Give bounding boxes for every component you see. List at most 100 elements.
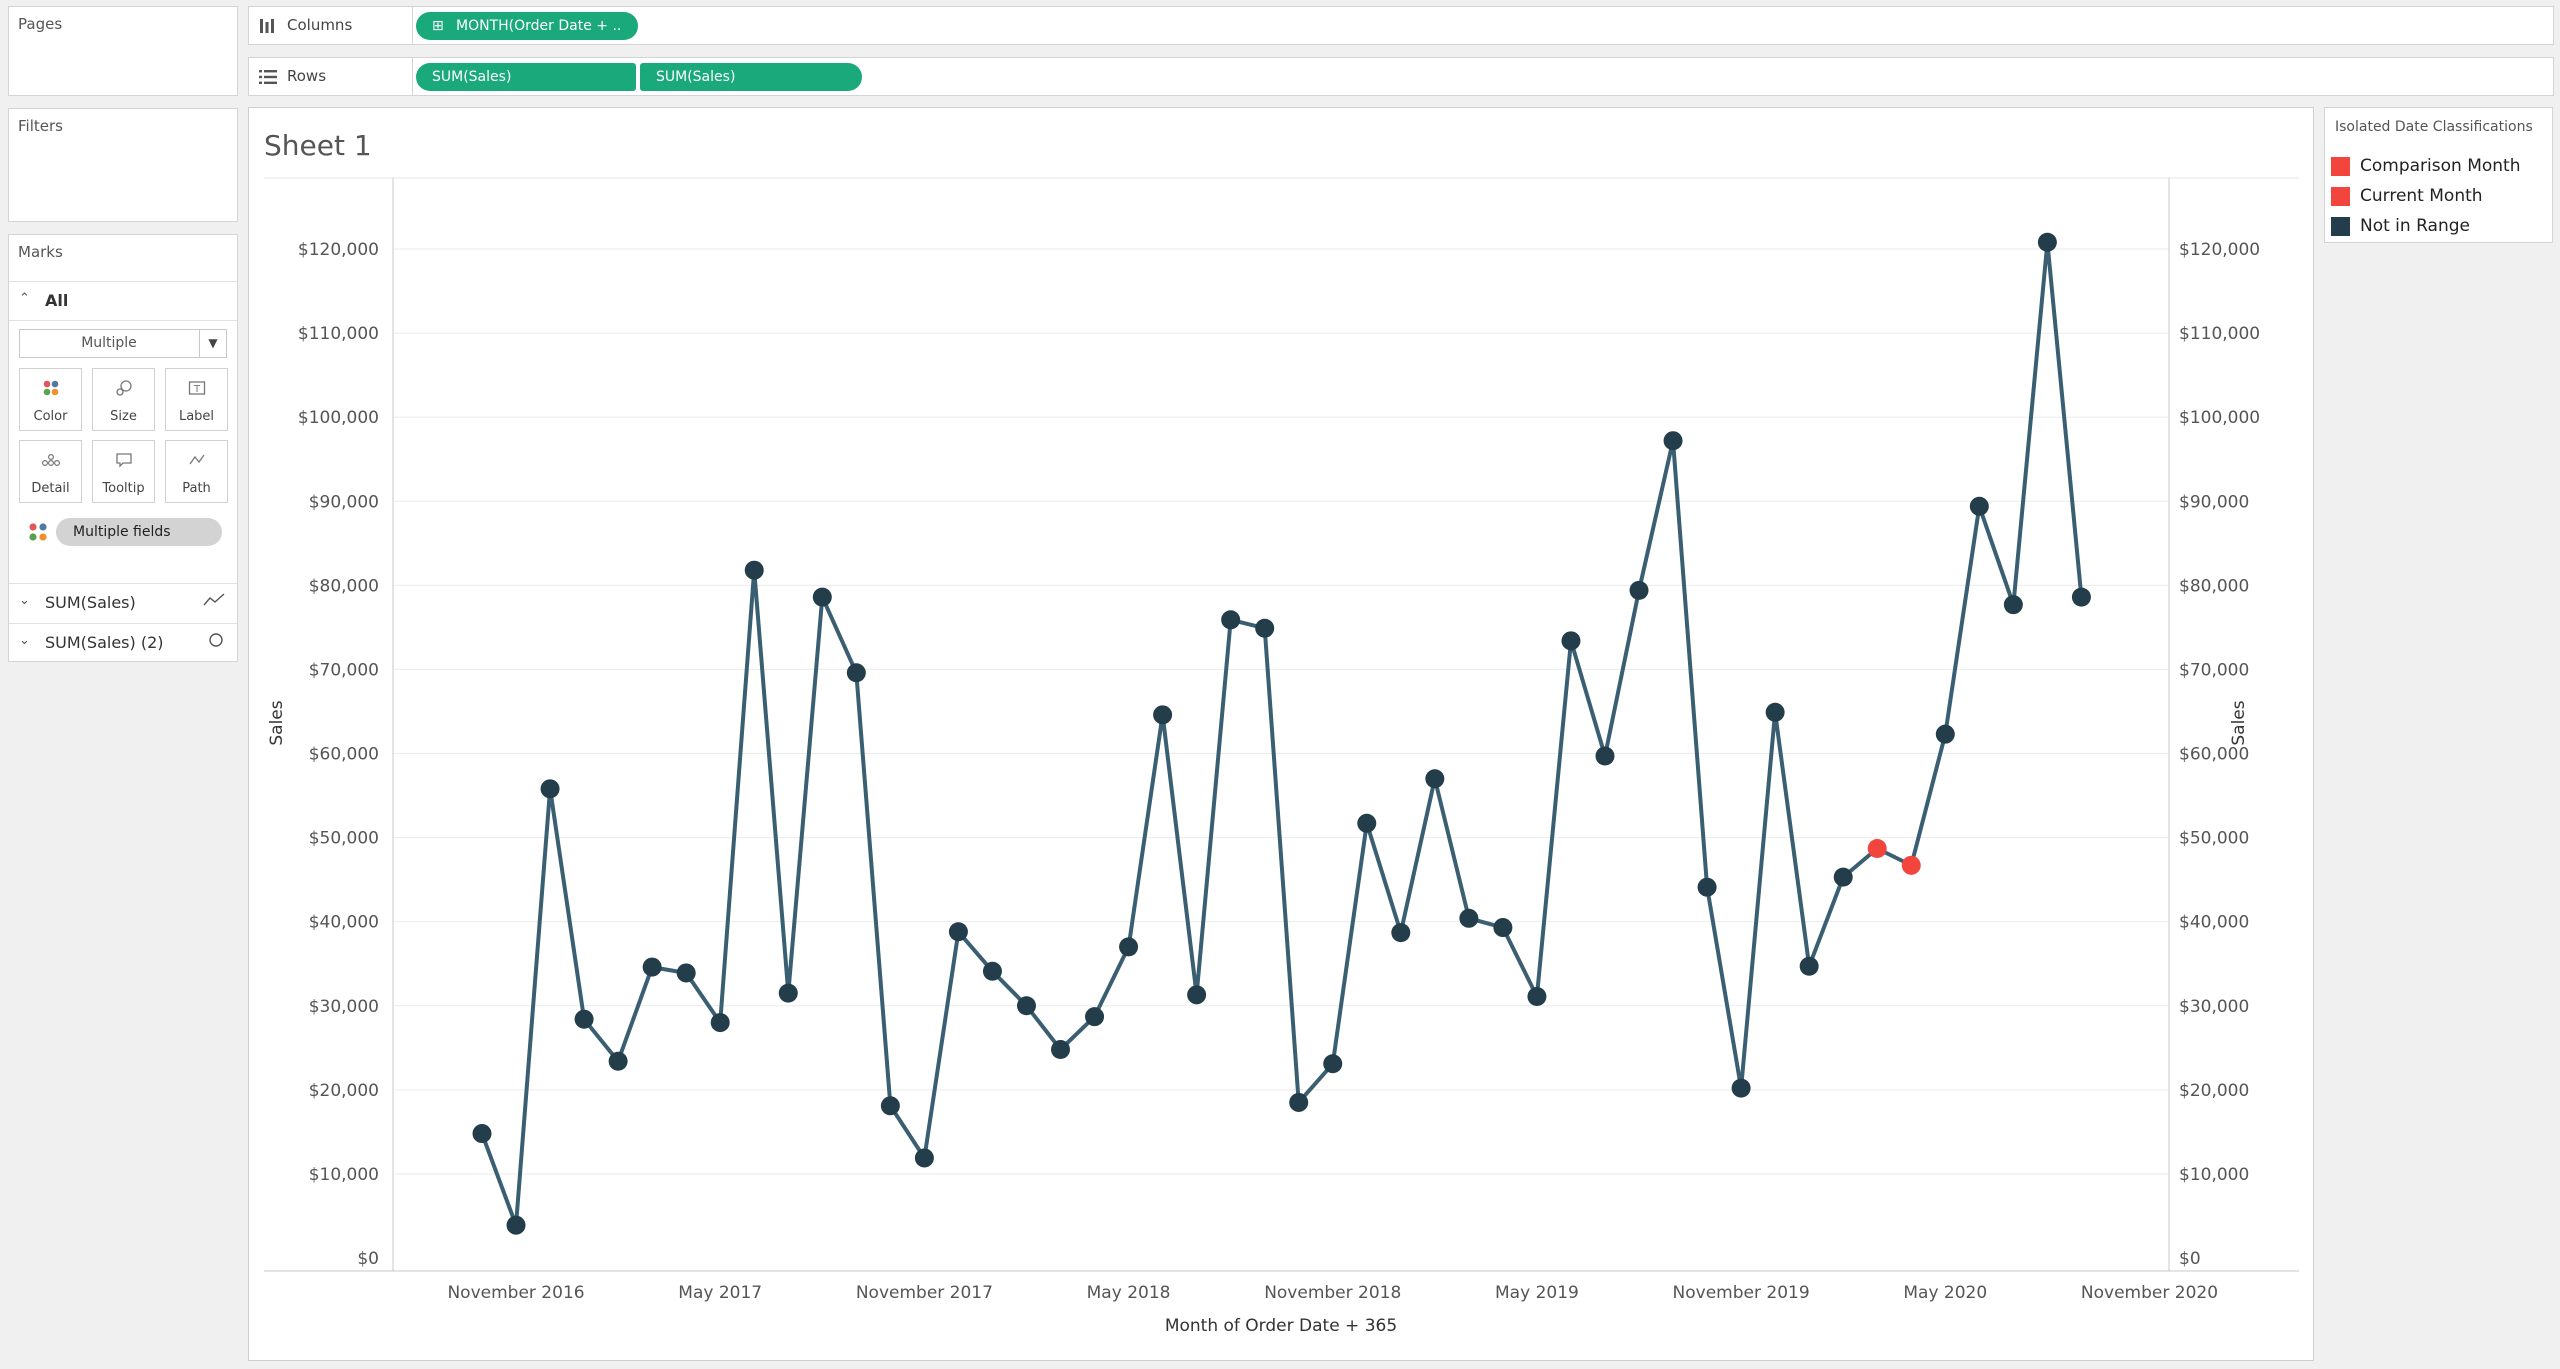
data-point[interactable] bbox=[1153, 705, 1173, 725]
rows-pill-sum-sales-2[interactable]: SUM(Sales) bbox=[640, 63, 862, 91]
circle-mark-icon bbox=[207, 632, 225, 652]
data-point[interactable] bbox=[1527, 987, 1547, 1007]
data-point[interactable] bbox=[1187, 985, 1207, 1005]
data-point[interactable] bbox=[574, 1009, 594, 1029]
color-icon bbox=[20, 379, 81, 401]
data-point[interactable] bbox=[846, 663, 866, 683]
expand-plus-icon[interactable]: ⊞ bbox=[432, 18, 444, 34]
data-point[interactable] bbox=[1731, 1078, 1751, 1098]
data-point[interactable] bbox=[676, 963, 696, 983]
data-point[interactable] bbox=[1255, 618, 1275, 638]
detail-button-label: Detail bbox=[31, 481, 70, 496]
chevron-up-icon[interactable]: ⌃ bbox=[19, 291, 30, 306]
color-button-label: Color bbox=[33, 409, 68, 424]
highlight-point[interactable] bbox=[1867, 839, 1887, 859]
data-point[interactable] bbox=[1595, 746, 1615, 766]
data-point[interactable] bbox=[948, 922, 968, 942]
data-point[interactable] bbox=[1289, 1092, 1309, 1112]
data-point[interactable] bbox=[1935, 724, 1955, 744]
marks-title: Marks bbox=[18, 243, 63, 261]
rows-shelf-label: Rows bbox=[249, 58, 413, 95]
data-point[interactable] bbox=[710, 1013, 730, 1033]
svg-text:T: T bbox=[192, 384, 200, 395]
marks-measure-row-sum-sales-2[interactable]: ⌄ SUM(Sales) (2) bbox=[9, 623, 237, 662]
data-point[interactable] bbox=[812, 587, 832, 607]
mark-type-value: Multiple bbox=[81, 335, 137, 351]
x-axis-title: Month of Order Date + 365 bbox=[1165, 1316, 1397, 1336]
data-point[interactable] bbox=[506, 1215, 526, 1235]
rows-label-text: Rows bbox=[287, 67, 327, 85]
data-point[interactable] bbox=[2037, 232, 2057, 252]
data-point[interactable] bbox=[1085, 1007, 1105, 1027]
y-tick-label-left: $110,000 bbox=[298, 324, 379, 344]
data-point[interactable] bbox=[1697, 877, 1717, 897]
data-point[interactable] bbox=[1323, 1054, 1343, 1074]
data-point[interactable] bbox=[1799, 956, 1819, 976]
tooltip-button-label: Tooltip bbox=[102, 481, 145, 496]
data-point[interactable] bbox=[1493, 918, 1513, 938]
data-point[interactable] bbox=[1663, 431, 1683, 451]
color-button[interactable]: Color bbox=[19, 368, 82, 431]
data-point[interactable] bbox=[914, 1148, 934, 1168]
data-point[interactable] bbox=[1051, 1039, 1071, 1059]
color-legend[interactable]: Isolated Date Classifications Comparison… bbox=[2324, 107, 2553, 243]
columns-pill-month-order-date[interactable]: ⊞ MONTH(Order Date + .. bbox=[416, 12, 638, 40]
data-point[interactable] bbox=[1119, 937, 1139, 957]
data-point[interactable] bbox=[1425, 769, 1445, 789]
data-point[interactable] bbox=[880, 1096, 900, 1116]
y-axis-title-right: Sales bbox=[2229, 700, 2249, 745]
y-tick-label-left: $120,000 bbox=[298, 240, 379, 260]
filters-card[interactable]: Filters bbox=[8, 108, 238, 222]
data-point[interactable] bbox=[608, 1051, 628, 1071]
rows-pill-sum-sales[interactable]: SUM(Sales) bbox=[416, 63, 636, 91]
y-tick-label-right: $100,000 bbox=[2179, 408, 2260, 428]
data-point[interactable] bbox=[982, 961, 1002, 981]
size-button[interactable]: Size bbox=[92, 368, 155, 431]
legend-title: Isolated Date Classifications bbox=[2335, 119, 2533, 135]
tooltip-button[interactable]: Tooltip bbox=[92, 440, 155, 503]
data-point[interactable] bbox=[540, 779, 560, 799]
legend-label: Current Month bbox=[2360, 186, 2483, 206]
y-tick-label-left: $90,000 bbox=[309, 492, 379, 512]
data-point[interactable] bbox=[778, 983, 798, 1003]
y-tick-label-right: $0 bbox=[2179, 1249, 2201, 1269]
chevron-down-icon[interactable]: ⌄ bbox=[19, 633, 30, 648]
label-button[interactable]: T Label bbox=[165, 368, 228, 431]
data-point[interactable] bbox=[1016, 996, 1036, 1016]
data-point[interactable] bbox=[1391, 923, 1411, 943]
multiple-fields-pill[interactable]: Multiple fields bbox=[56, 518, 222, 546]
columns-shelf[interactable]: Columns ⊞ MONTH(Order Date + .. bbox=[248, 6, 2554, 45]
chevron-down-icon[interactable]: ⌄ bbox=[19, 593, 30, 608]
data-point[interactable] bbox=[642, 957, 662, 977]
data-point[interactable] bbox=[744, 560, 764, 580]
dropdown-arrow-icon[interactable]: ▼ bbox=[199, 330, 226, 357]
y-tick-label-left: $30,000 bbox=[309, 997, 379, 1017]
data-point[interactable] bbox=[1561, 631, 1581, 651]
detail-button[interactable]: Detail bbox=[19, 440, 82, 503]
data-point[interactable] bbox=[1833, 867, 1853, 887]
marks-measure-row-sum-sales[interactable]: ⌄ SUM(Sales) bbox=[9, 583, 237, 622]
y-tick-label-right: $30,000 bbox=[2179, 997, 2249, 1017]
x-tick-label: May 2017 bbox=[678, 1283, 762, 1303]
data-point[interactable] bbox=[1765, 702, 1785, 722]
data-point[interactable] bbox=[472, 1124, 492, 1144]
marks-all-row[interactable]: ⌃ All bbox=[9, 281, 237, 321]
path-button[interactable]: Path bbox=[165, 440, 228, 503]
data-point[interactable] bbox=[2003, 595, 2023, 615]
data-point[interactable] bbox=[1357, 813, 1377, 833]
data-point[interactable] bbox=[1969, 496, 1989, 516]
data-point[interactable] bbox=[2071, 587, 2091, 607]
mark-type-dropdown[interactable]: Multiple ▼ bbox=[19, 329, 227, 358]
y-tick-label-right: $120,000 bbox=[2179, 240, 2260, 260]
data-point[interactable] bbox=[1221, 610, 1241, 630]
data-point[interactable] bbox=[1629, 580, 1649, 600]
pages-card[interactable]: Pages bbox=[8, 6, 238, 96]
y-tick-label-left: $20,000 bbox=[309, 1081, 379, 1101]
y-tick-label-left: $10,000 bbox=[309, 1165, 379, 1185]
y-tick-label-right: $10,000 bbox=[2179, 1165, 2249, 1185]
y-axis-title-left: Sales bbox=[267, 700, 287, 745]
highlight-point[interactable] bbox=[1901, 855, 1921, 875]
data-point[interactable] bbox=[1459, 908, 1479, 928]
rows-shelf[interactable]: Rows SUM(Sales) SUM(Sales) bbox=[248, 57, 2554, 96]
marks-all-label: All bbox=[45, 291, 69, 310]
